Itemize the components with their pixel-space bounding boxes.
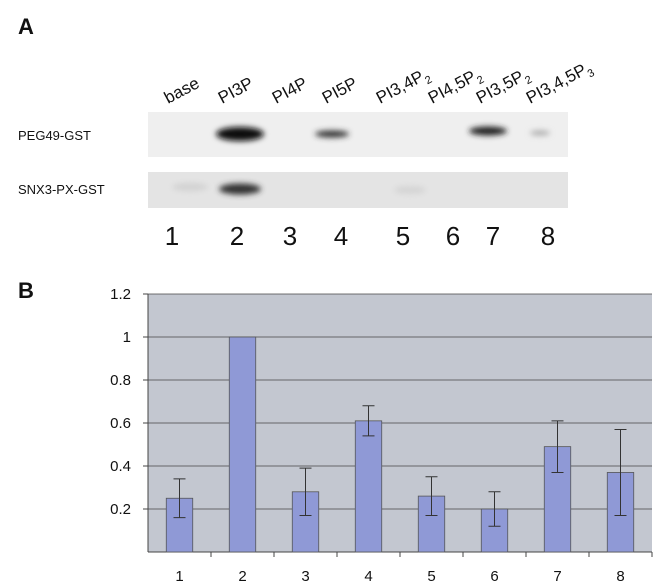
lane-label: PI4P — [269, 73, 310, 107]
lane-number: 6 — [446, 221, 460, 251]
x-tick-label: 7 — [553, 568, 561, 585]
lane-number: 1 — [165, 221, 179, 251]
x-tick-label: 2 — [238, 568, 246, 585]
lane-number: 2 — [230, 221, 244, 251]
lane-label: PI3,4,5P3 — [523, 57, 597, 111]
x-tick-label: 6 — [490, 568, 498, 585]
y-tick-label: 1 — [123, 329, 131, 346]
x-tick-label: 8 — [616, 568, 624, 585]
lane-label-main: base — [161, 73, 202, 107]
lane-number: 7 — [486, 221, 500, 251]
lane-label: base — [161, 73, 202, 107]
lane-label: PI3,5P2 — [473, 64, 534, 111]
panel-label: B — [18, 278, 34, 303]
lane-label-main: PI3,5P — [473, 67, 527, 108]
row-label: SNX3-PX-GST — [18, 182, 105, 197]
lane-label-main: PI3P — [215, 73, 256, 107]
x-tick-label: 1 — [175, 568, 183, 585]
lane-label: PI5P — [319, 73, 360, 107]
y-tick-label: 1.2 — [110, 286, 131, 303]
bar — [355, 421, 381, 552]
lane-number: 4 — [334, 221, 348, 251]
x-tick-label: 3 — [301, 568, 309, 585]
lane-number: 5 — [396, 221, 410, 251]
blot-strip — [148, 112, 568, 157]
blot-strip — [148, 172, 568, 208]
y-tick-label: 0.8 — [110, 372, 131, 389]
y-tick-label: 0.2 — [110, 501, 131, 518]
lane-label-sub: 2 — [423, 74, 434, 87]
y-tick-label: 0.4 — [110, 458, 131, 475]
lane-label-main: PI4,5P — [425, 67, 479, 108]
lane-number: 3 — [283, 221, 297, 251]
x-tick-label: 5 — [427, 568, 435, 585]
panel-label: A — [18, 14, 34, 39]
lane-label: PI3P — [215, 73, 256, 107]
lane-label-sub: 3 — [586, 67, 597, 80]
lane-number: 8 — [541, 221, 555, 251]
lane-label-main: PI3,4P — [373, 67, 427, 108]
row-label: PEG49-GST — [18, 128, 91, 143]
lane-label: PI3,4P2 — [373, 64, 434, 111]
lane-label-main: PI4P — [269, 73, 310, 107]
figure: A basePI3PPI4PPI5PPI3,4P2PI4,5P2PI3,5P2P… — [0, 0, 657, 587]
bar — [229, 337, 255, 552]
lane-label-main: PI5P — [319, 73, 360, 107]
x-tick-label: 4 — [364, 568, 372, 585]
y-tick-label: 0.6 — [110, 415, 131, 432]
